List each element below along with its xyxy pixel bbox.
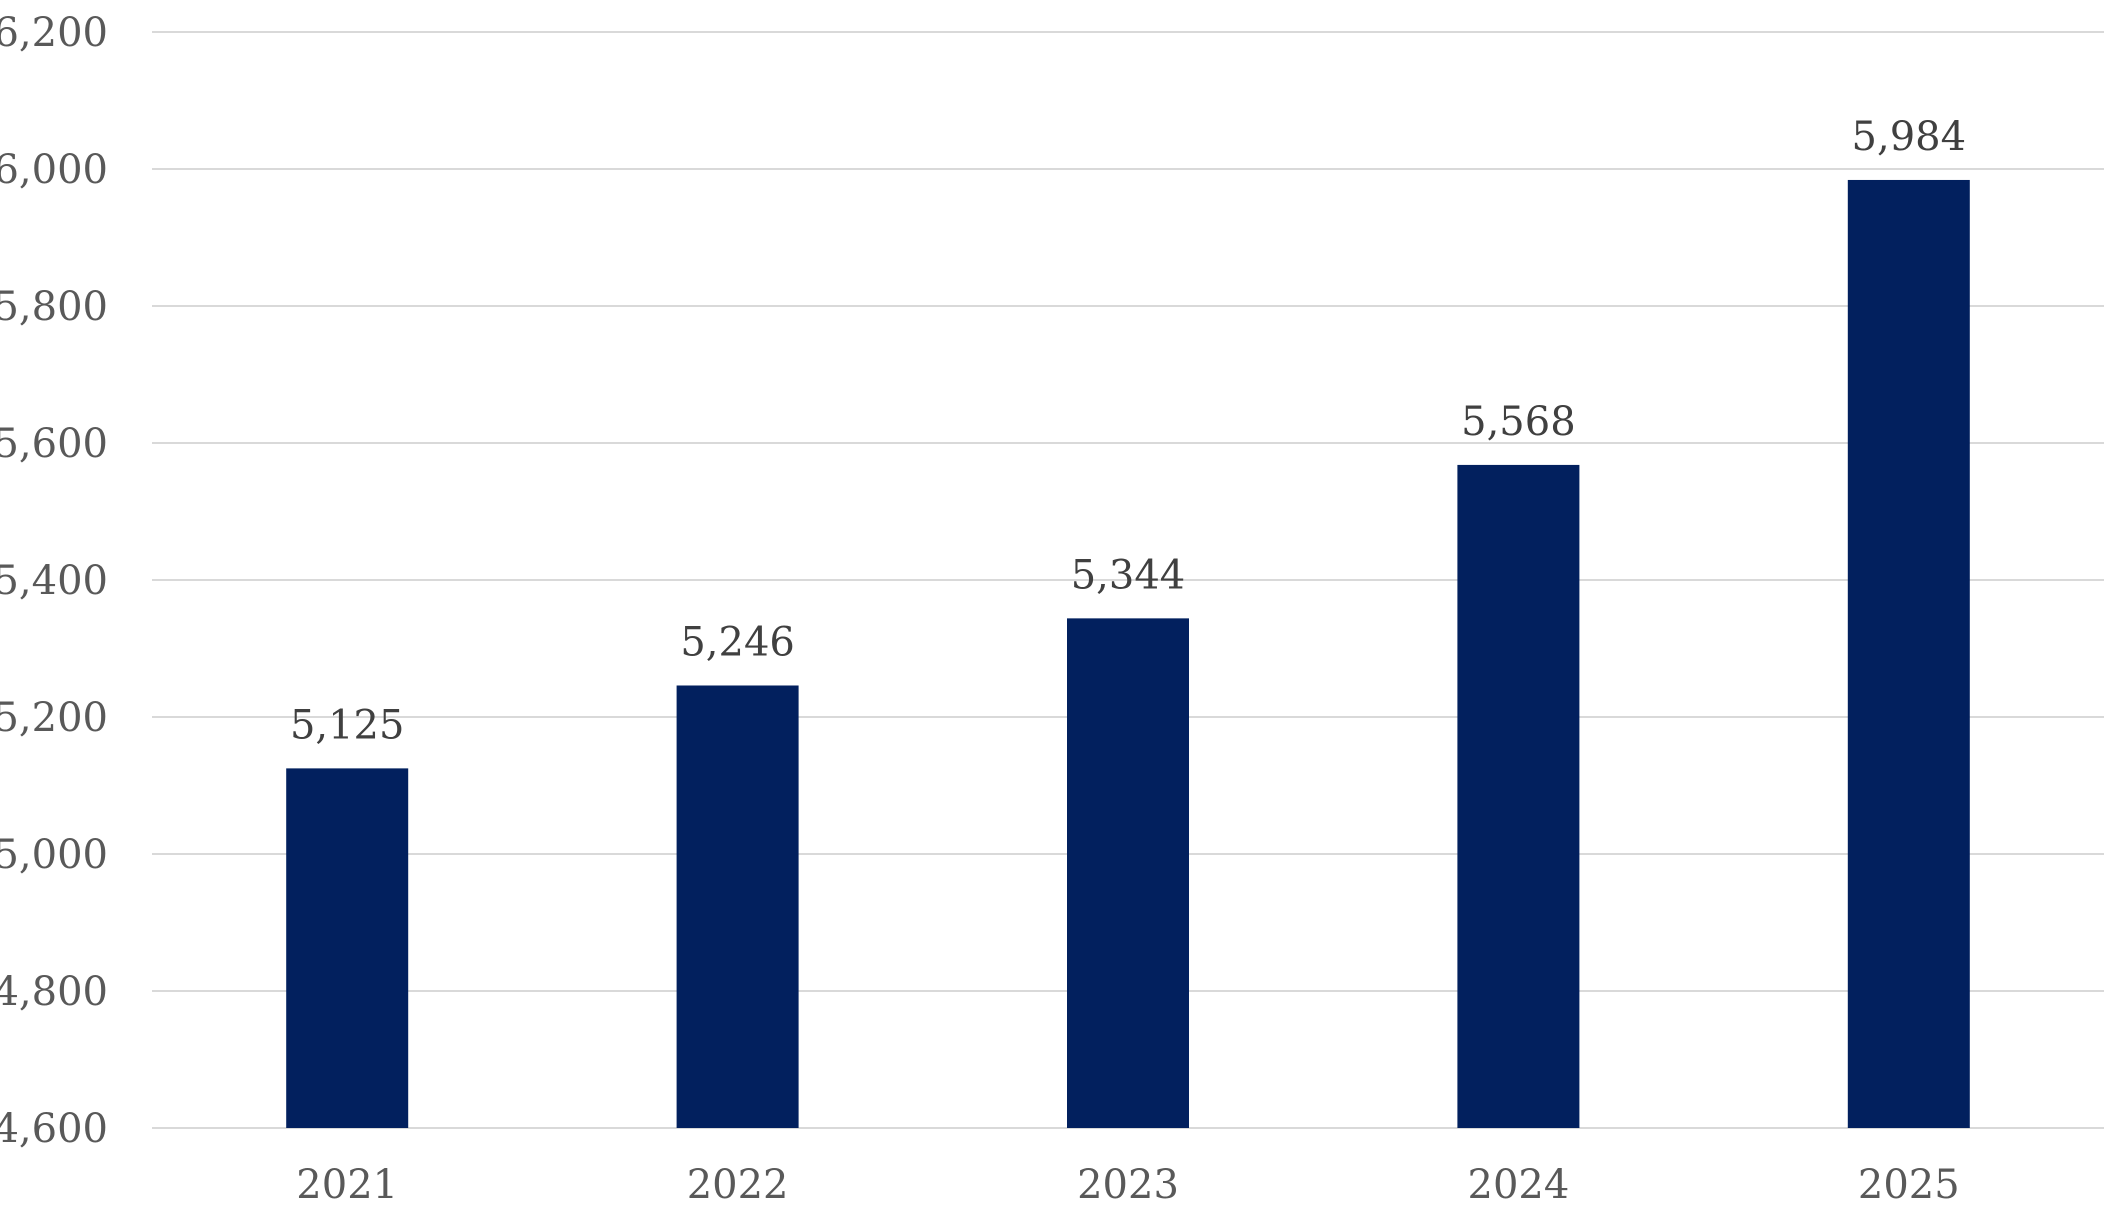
x-tick-label: 2024 xyxy=(1468,1162,1570,1208)
bars xyxy=(286,179,1970,1128)
y-tick-label: 5,200 xyxy=(0,695,108,741)
data-label: 5,125 xyxy=(290,702,405,748)
data-label: 5,246 xyxy=(680,619,795,665)
y-tick-label: 6,200 xyxy=(0,10,108,56)
bar-2023 xyxy=(1067,618,1189,1128)
x-tick-label: 2022 xyxy=(687,1162,789,1208)
bar-2021 xyxy=(286,768,409,1128)
bar-2024 xyxy=(1457,464,1580,1128)
x-tick-label: 2025 xyxy=(1858,1162,1960,1208)
x-axis-ticks: 2021 2022 2023 2024 2025 xyxy=(296,1162,1959,1208)
y-tick-label: 5,800 xyxy=(0,284,108,330)
bar-2025 xyxy=(1847,179,1970,1128)
data-label: 5,984 xyxy=(1852,114,1967,160)
y-tick-label: 5,600 xyxy=(0,421,108,467)
bar-2022 xyxy=(676,685,799,1128)
data-label: 5,568 xyxy=(1461,399,1576,445)
y-tick-label: 5,000 xyxy=(0,832,108,878)
data-label: 5,344 xyxy=(1071,552,1186,598)
x-tick-label: 2023 xyxy=(1077,1162,1179,1208)
data-labels: 5,125 5,246 5,344 5,568 5,984 xyxy=(290,114,1966,748)
y-tick-label: 4,800 xyxy=(0,969,108,1015)
y-tick-label: 5,400 xyxy=(0,558,108,604)
y-tick-label: 4,600 xyxy=(0,1106,108,1152)
gridlines xyxy=(152,31,2104,1129)
x-tick-label: 2021 xyxy=(296,1162,398,1208)
y-axis-ticks: 4,600 4,800 5,000 5,200 5,400 5,600 5,800 6,000… xyxy=(0,10,108,1152)
y-tick-label: 6,000 xyxy=(0,147,108,193)
